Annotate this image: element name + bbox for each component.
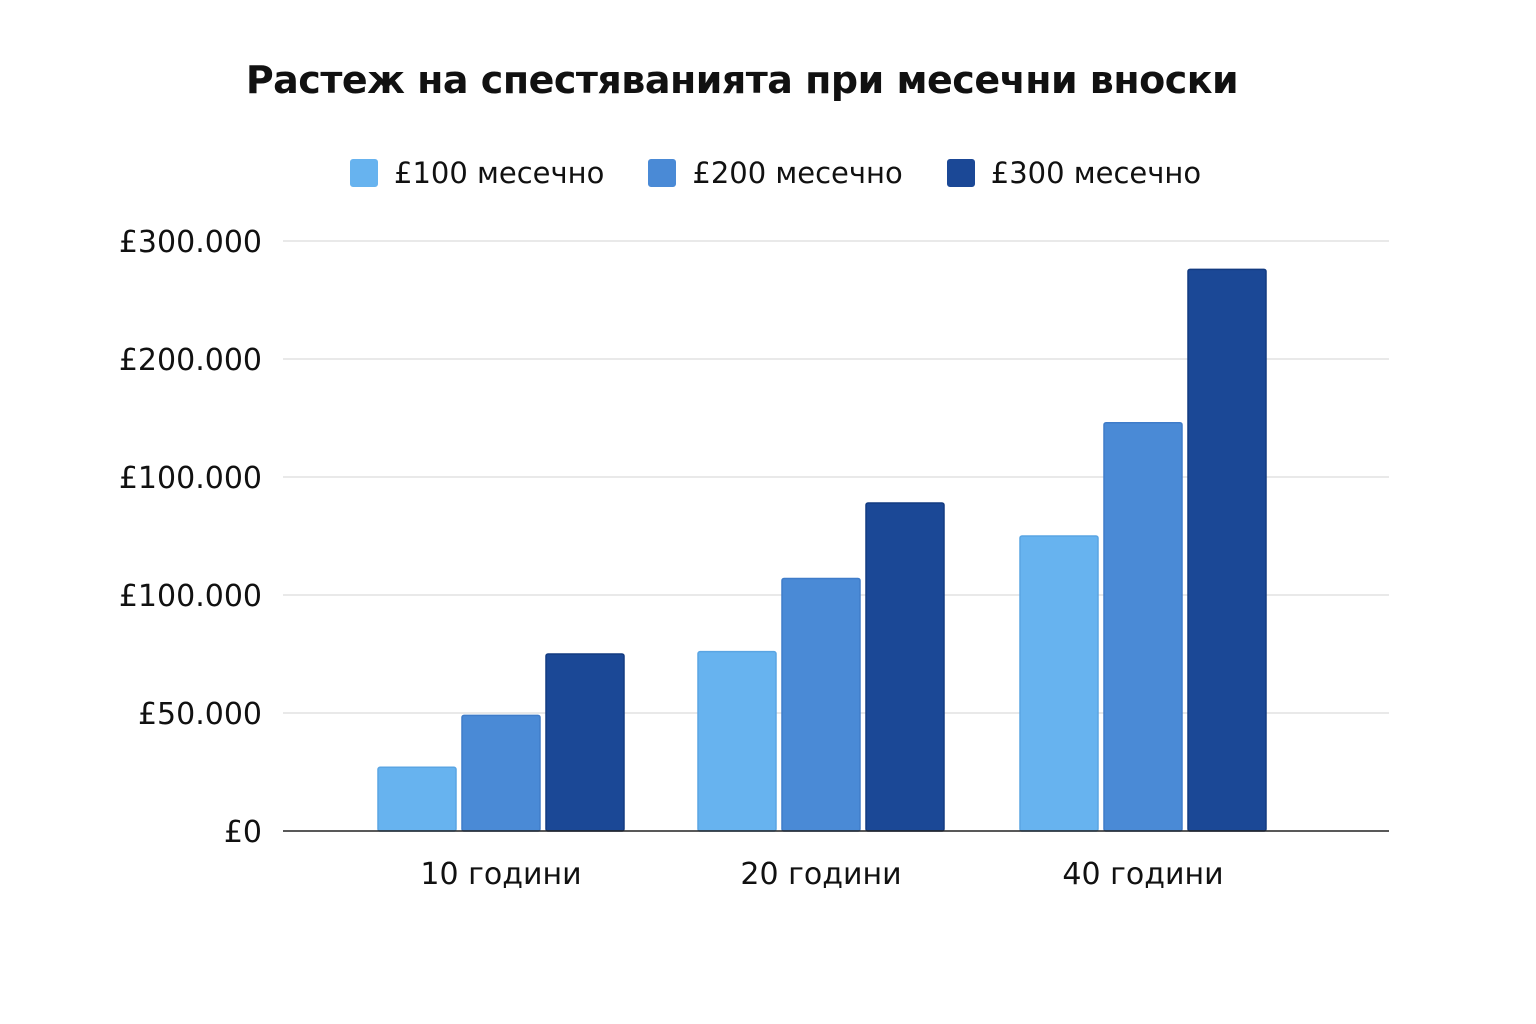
legend-item: £300 месечно <box>946 156 1202 190</box>
bar <box>865 502 945 832</box>
legend-label: £100 месечно <box>394 156 605 190</box>
chart-title: Растеж на спестяванията при месечни внос… <box>245 58 1239 102</box>
bar <box>377 766 457 832</box>
x-tick-label: 10 години <box>420 857 581 892</box>
y-tick-label: £100.000 <box>119 461 262 496</box>
x-tick-label: 20 години <box>740 857 901 892</box>
bar <box>1019 535 1099 832</box>
y-tick-label: £50.000 <box>138 697 262 732</box>
bar <box>781 577 861 832</box>
legend-label: £200 месечно <box>692 156 903 190</box>
x-tick-label: 40 години <box>1062 857 1223 892</box>
bar <box>697 650 777 832</box>
bar <box>545 653 625 832</box>
bar <box>461 714 541 832</box>
legend-item: £200 месечно <box>648 156 903 190</box>
y-tick-label: £0 <box>224 815 262 850</box>
bar <box>1103 421 1183 832</box>
legend-label: £300 месечно <box>990 156 1202 190</box>
bar <box>1187 268 1267 832</box>
legend-swatch <box>648 159 677 187</box>
y-tick-label: £300.000 <box>119 225 262 260</box>
legend: £100 месечно £200 месечно £300 месечно <box>350 156 1201 190</box>
y-tick-label: £200.000 <box>119 343 262 378</box>
legend-swatch <box>946 159 975 187</box>
legend-item: £100 месечно <box>350 156 604 190</box>
y-tick-label: £100.000 <box>119 579 262 614</box>
legend-swatch <box>350 159 378 187</box>
